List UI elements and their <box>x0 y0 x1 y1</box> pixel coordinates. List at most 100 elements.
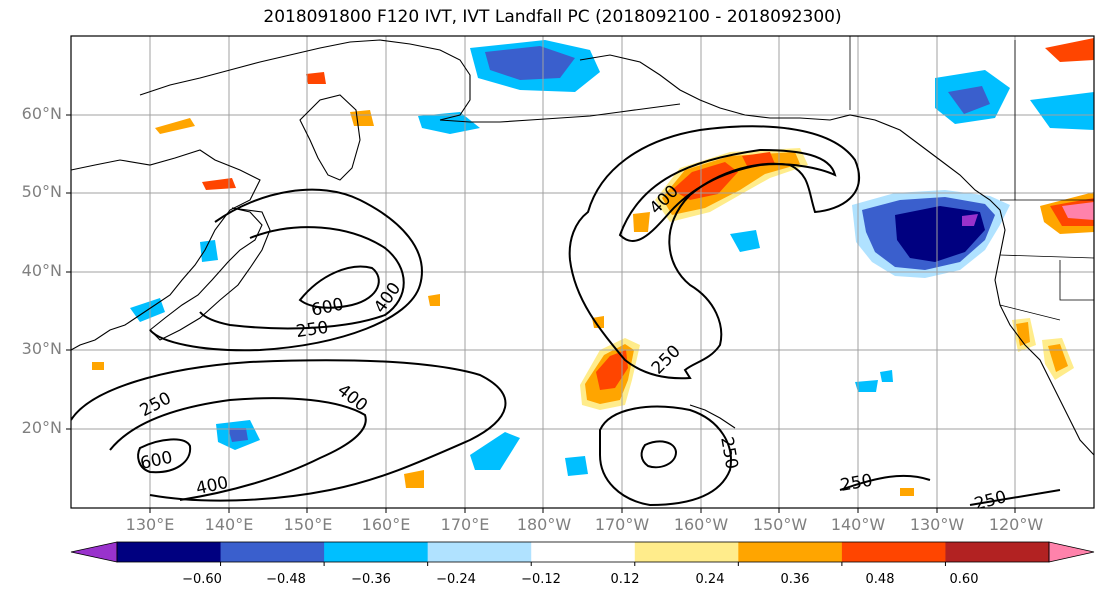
colorbar-tick-label: 0.12 <box>610 572 640 587</box>
negative-region-bering-inner <box>485 46 575 80</box>
positive-region-small <box>92 362 104 370</box>
contour-250-npac <box>568 125 860 380</box>
siberia-coastline <box>139 39 471 121</box>
colorbar-tick-label: −0.12 <box>521 572 561 587</box>
political-boundaries <box>849 36 1094 321</box>
colorbar-segment <box>531 542 636 562</box>
positive-region-subtropic-core <box>596 350 628 390</box>
positive-region-small <box>306 72 326 84</box>
positive-region-small <box>633 212 650 232</box>
contour-250-southeast-2 <box>969 489 1061 506</box>
contour-label: 250 <box>648 341 685 378</box>
positive-region-small <box>592 316 604 328</box>
contour-label: 400 <box>194 473 230 499</box>
lon-label-130e: 130°E <box>125 515 175 534</box>
negative-region-coast-peak <box>962 214 978 226</box>
alaska-coastline <box>579 54 1094 456</box>
negative-region-small <box>855 380 878 392</box>
coastlines <box>71 39 1094 456</box>
lat-label-60n: 60°N <box>21 104 62 123</box>
colorbar-segment <box>220 542 325 562</box>
lon-label-160w: 160°W <box>673 515 729 534</box>
map-title: 2018091800 F120 IVT, IVT Landfall PC (20… <box>263 7 842 27</box>
lon-label-130w: 130°W <box>909 515 965 534</box>
lon-label-120w: 120°W <box>988 515 1044 534</box>
colorbar-tick-label: −0.60 <box>182 572 222 587</box>
negative-region-small <box>565 456 588 476</box>
contour-label: 250 <box>137 388 175 421</box>
lon-label-140w: 140°W <box>830 515 886 534</box>
aleutian-islands <box>439 103 681 123</box>
colorbar-segment <box>841 542 946 562</box>
colorbar-tick-label: −0.36 <box>351 572 391 587</box>
ivt-contours <box>71 125 1061 507</box>
positive-region-small <box>350 110 374 126</box>
negative-region-small <box>470 432 520 470</box>
lon-label-140e: 140°E <box>204 515 254 534</box>
colorbar-tick-label: 0.36 <box>780 572 810 587</box>
colorbar-segment <box>427 542 532 562</box>
positive-region-npac-core <box>672 162 738 200</box>
negative-region-small <box>880 370 893 382</box>
negative-region-canada-east <box>1030 92 1094 130</box>
contour-250-hawaii-inner <box>640 440 678 469</box>
positive-region-canada <box>1045 38 1094 62</box>
lon-label-170e: 170°E <box>440 515 490 534</box>
shading-layer <box>92 38 1094 496</box>
colorbar-segment <box>738 542 843 562</box>
positive-region-westcoast-inner <box>1048 344 1068 372</box>
lat-label-30n: 30°N <box>21 339 62 358</box>
japan-coastline <box>149 207 271 341</box>
lon-label-160e: 160°E <box>361 515 411 534</box>
lon-label-180w: 180°W <box>516 515 572 534</box>
negative-region-small-inner <box>228 428 248 442</box>
contour-250-hawaii <box>599 405 732 507</box>
contour-label: 250 <box>839 471 874 496</box>
colorbar-min-arrow <box>70 541 118 563</box>
contour-label: 400 <box>333 380 371 416</box>
kamchatka-coastline <box>299 94 361 181</box>
colorbar-segment <box>945 542 1050 562</box>
negative-region-small <box>730 230 760 252</box>
positive-region-northwest-core <box>1062 202 1094 220</box>
lat-label-20n: 20°N <box>21 418 62 437</box>
lon-label-170w: 170°W <box>594 515 650 534</box>
colorbar-segment <box>117 542 222 562</box>
colorbar-tick-label: −0.48 <box>266 572 306 587</box>
contour-label: 250 <box>716 435 741 470</box>
colorbar-tick-label: 0.24 <box>695 572 725 587</box>
positive-region-small <box>155 118 195 134</box>
colorbar-tick-label: 0.48 <box>865 572 895 587</box>
contour-600-south <box>137 438 192 474</box>
contour-label: 250 <box>972 487 1009 515</box>
contour-600-west <box>298 265 380 309</box>
contour-label: 250 <box>295 318 330 342</box>
negative-region-small <box>200 240 218 262</box>
colorbar-max-arrow <box>1048 541 1095 563</box>
lat-label-40n: 40°N <box>21 261 62 280</box>
colorbar <box>70 541 1095 566</box>
axis-ticks <box>66 114 1016 513</box>
contour-400-npac <box>618 148 837 242</box>
colorbar-tick-label: 0.60 <box>949 572 979 587</box>
colorbar-tick-label: −0.24 <box>436 572 476 587</box>
contour-400-west <box>199 226 405 330</box>
positive-region-westcoast-inner <box>1016 322 1030 346</box>
lon-label-150e: 150°E <box>283 515 333 534</box>
contour-400-south <box>109 397 367 501</box>
colorbar-segment <box>634 542 739 562</box>
colorbar-frame <box>116 541 1050 563</box>
contour-250-south <box>71 359 507 502</box>
positive-region-npac-inner <box>662 152 800 215</box>
asia-coastline <box>71 149 261 351</box>
lon-label-150w: 150°W <box>752 515 808 534</box>
hawaii-islands <box>689 404 736 429</box>
positive-region-small <box>428 294 440 306</box>
colorbar-segment <box>324 542 429 562</box>
contour-label: 600 <box>310 294 346 320</box>
contour-250-west <box>149 188 423 352</box>
positive-region-small <box>900 488 914 496</box>
positive-region-small <box>404 470 424 488</box>
contour-250-southeast <box>839 474 931 491</box>
